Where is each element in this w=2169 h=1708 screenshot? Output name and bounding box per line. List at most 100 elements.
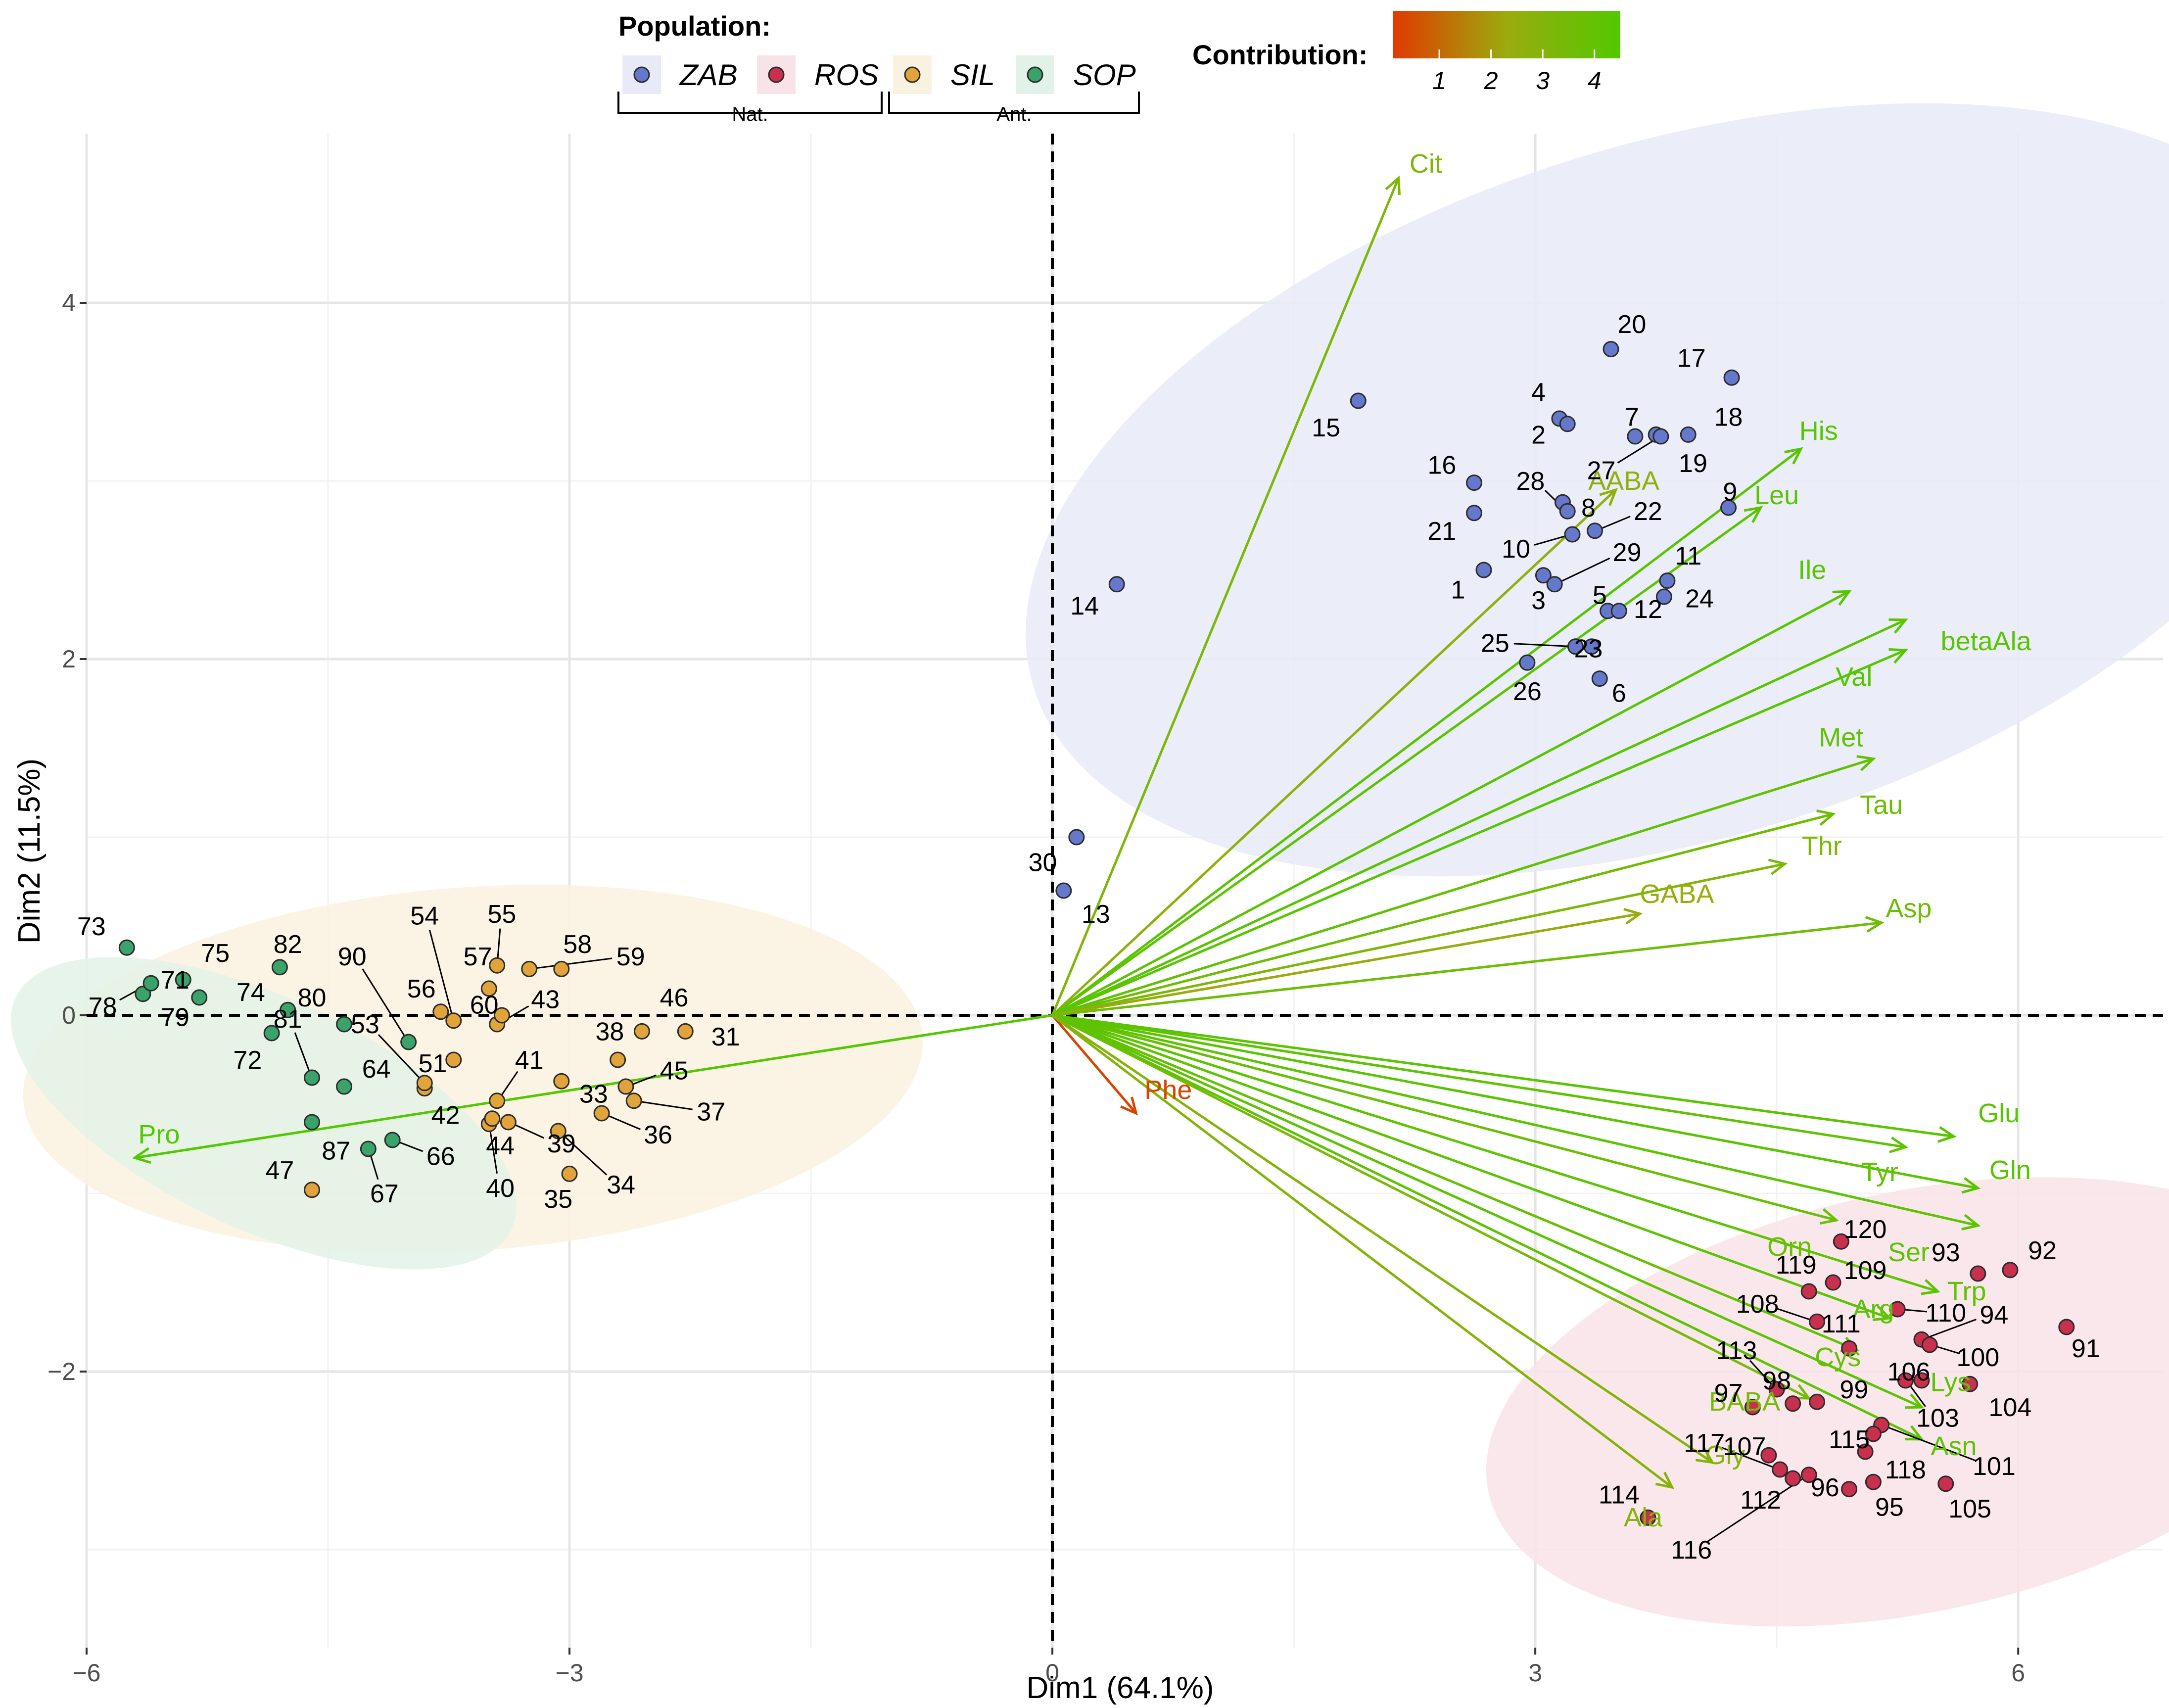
legend-brackets <box>617 92 1140 114</box>
point-label-45: 45 <box>660 1057 689 1086</box>
connector-39 <box>515 1124 545 1139</box>
point-label-112: 112 <box>1740 1486 1781 1515</box>
point-58 <box>553 960 570 977</box>
point-label-100: 100 <box>1956 1343 1999 1372</box>
point-label-116: 116 <box>1671 1536 1712 1565</box>
variable-label-met: Met <box>1819 722 1863 752</box>
point-label-71: 71 <box>161 966 189 995</box>
connector-22 <box>1602 516 1631 529</box>
arrow-tau <box>1052 809 1836 1017</box>
point-label-115: 115 <box>1829 1425 1870 1454</box>
arrow-phe <box>1051 1014 1138 1116</box>
arrow-head <box>1816 809 1836 826</box>
connector-81 <box>294 1032 310 1071</box>
variable-label-ala: Ala <box>1624 1503 1663 1532</box>
point-label-30: 30 <box>1029 848 1057 877</box>
point-label-36: 36 <box>644 1121 672 1149</box>
point-82 <box>271 959 288 976</box>
point-label-60: 60 <box>470 991 499 1019</box>
point-4 <box>1559 416 1576 432</box>
point-37 <box>625 1092 642 1109</box>
connector-90 <box>362 968 405 1036</box>
colorbar-title: Contribution: <box>1192 39 1368 70</box>
arrow-head <box>1888 648 1908 664</box>
point-15 <box>1350 392 1367 409</box>
arrow-gaba <box>1052 908 1643 1017</box>
point-label-29: 29 <box>1613 538 1642 567</box>
point-label-97: 97 <box>1714 1379 1743 1408</box>
point-36 <box>593 1105 610 1122</box>
legend-dot-sop <box>1027 66 1043 83</box>
arrow-head <box>1937 1126 1957 1143</box>
point-label-118: 118 <box>1885 1456 1926 1484</box>
variable-label-betaala: betaAla <box>1941 626 2032 656</box>
point-label-12: 12 <box>1634 595 1662 624</box>
arrow-shaft <box>1052 1014 1979 1189</box>
point-33 <box>553 1073 570 1090</box>
connector-36 <box>609 1115 641 1130</box>
point-label-101: 101 <box>1973 1452 2016 1481</box>
connector-40 <box>489 1132 498 1174</box>
arrow-shaft <box>135 1014 1053 1159</box>
arrow-asn <box>1051 1014 1925 1441</box>
point-118 <box>1857 1443 1874 1460</box>
connector-45 <box>633 1074 657 1085</box>
variable-label-phe: Phe <box>1144 1075 1192 1105</box>
variable-label-gaba: GABA <box>1640 879 1714 909</box>
point-label-64: 64 <box>362 1055 391 1084</box>
point-label-47: 47 <box>265 1156 294 1185</box>
point-label-94: 94 <box>1980 1301 2008 1329</box>
point-100 <box>1921 1336 1938 1353</box>
point-120 <box>1833 1233 1849 1250</box>
zero-lines <box>87 134 2163 1648</box>
point-label-78: 78 <box>89 993 117 1021</box>
point-label-34: 34 <box>607 1171 635 1199</box>
point-label-96: 96 <box>1811 1473 1839 1502</box>
colorbar-tick-label: 4 <box>1588 67 1602 95</box>
point-label-18: 18 <box>1714 403 1743 431</box>
connector-29 <box>1561 557 1610 582</box>
colorbar-tick-label: 3 <box>1536 67 1550 95</box>
point-label-5: 5 <box>1593 581 1607 610</box>
connector-66 <box>399 1141 424 1152</box>
point-label-10: 10 <box>1502 535 1530 564</box>
point-label-117: 117 <box>1684 1429 1725 1458</box>
point-label-79: 79 <box>161 1003 189 1032</box>
point-label-110: 110 <box>1925 1299 1966 1328</box>
point-75 <box>175 971 191 988</box>
colorbar-tick-label: 2 <box>1484 67 1498 95</box>
arrow-head <box>1904 1425 1925 1441</box>
point-label-27: 27 <box>1587 456 1616 485</box>
legend-label-sil: SIL <box>950 58 995 92</box>
point-93 <box>1970 1265 1986 1282</box>
arrow-gly <box>1051 1014 1715 1464</box>
point-53 <box>416 1075 433 1091</box>
arrow-head <box>1865 916 1885 933</box>
arrow-shaft <box>1052 1014 1906 1148</box>
variable-label-lys: Lys <box>1931 1368 1971 1397</box>
variable-label-pro: Pro <box>138 1120 180 1149</box>
point-112 <box>1785 1470 1801 1487</box>
arrow-head <box>1385 175 1401 195</box>
x-tick-label: 6 <box>2011 1659 2025 1687</box>
point-13 <box>1055 882 1072 899</box>
point-label-74: 74 <box>236 978 265 1007</box>
point-14 <box>1108 576 1125 593</box>
point-label-120: 120 <box>1844 1215 1887 1244</box>
point-label-40: 40 <box>486 1174 515 1203</box>
point-1 <box>1475 562 1492 578</box>
point-103 <box>1897 1372 1914 1389</box>
point-label-81: 81 <box>274 1005 302 1034</box>
arrow-shaft <box>1052 758 1874 1017</box>
point-label-22: 22 <box>1634 497 1662 526</box>
point-97 <box>1744 1399 1761 1416</box>
point-label-15: 15 <box>1312 414 1340 442</box>
point-87 <box>303 1114 320 1131</box>
point-98 <box>1785 1395 1801 1412</box>
point-label-109: 109 <box>1844 1256 1887 1285</box>
point-7 <box>1627 428 1644 445</box>
point-107 <box>1760 1447 1777 1464</box>
connector-103 <box>1910 1386 1926 1407</box>
point-114 <box>1640 1509 1656 1526</box>
point-label-113: 113 <box>1716 1336 1757 1365</box>
